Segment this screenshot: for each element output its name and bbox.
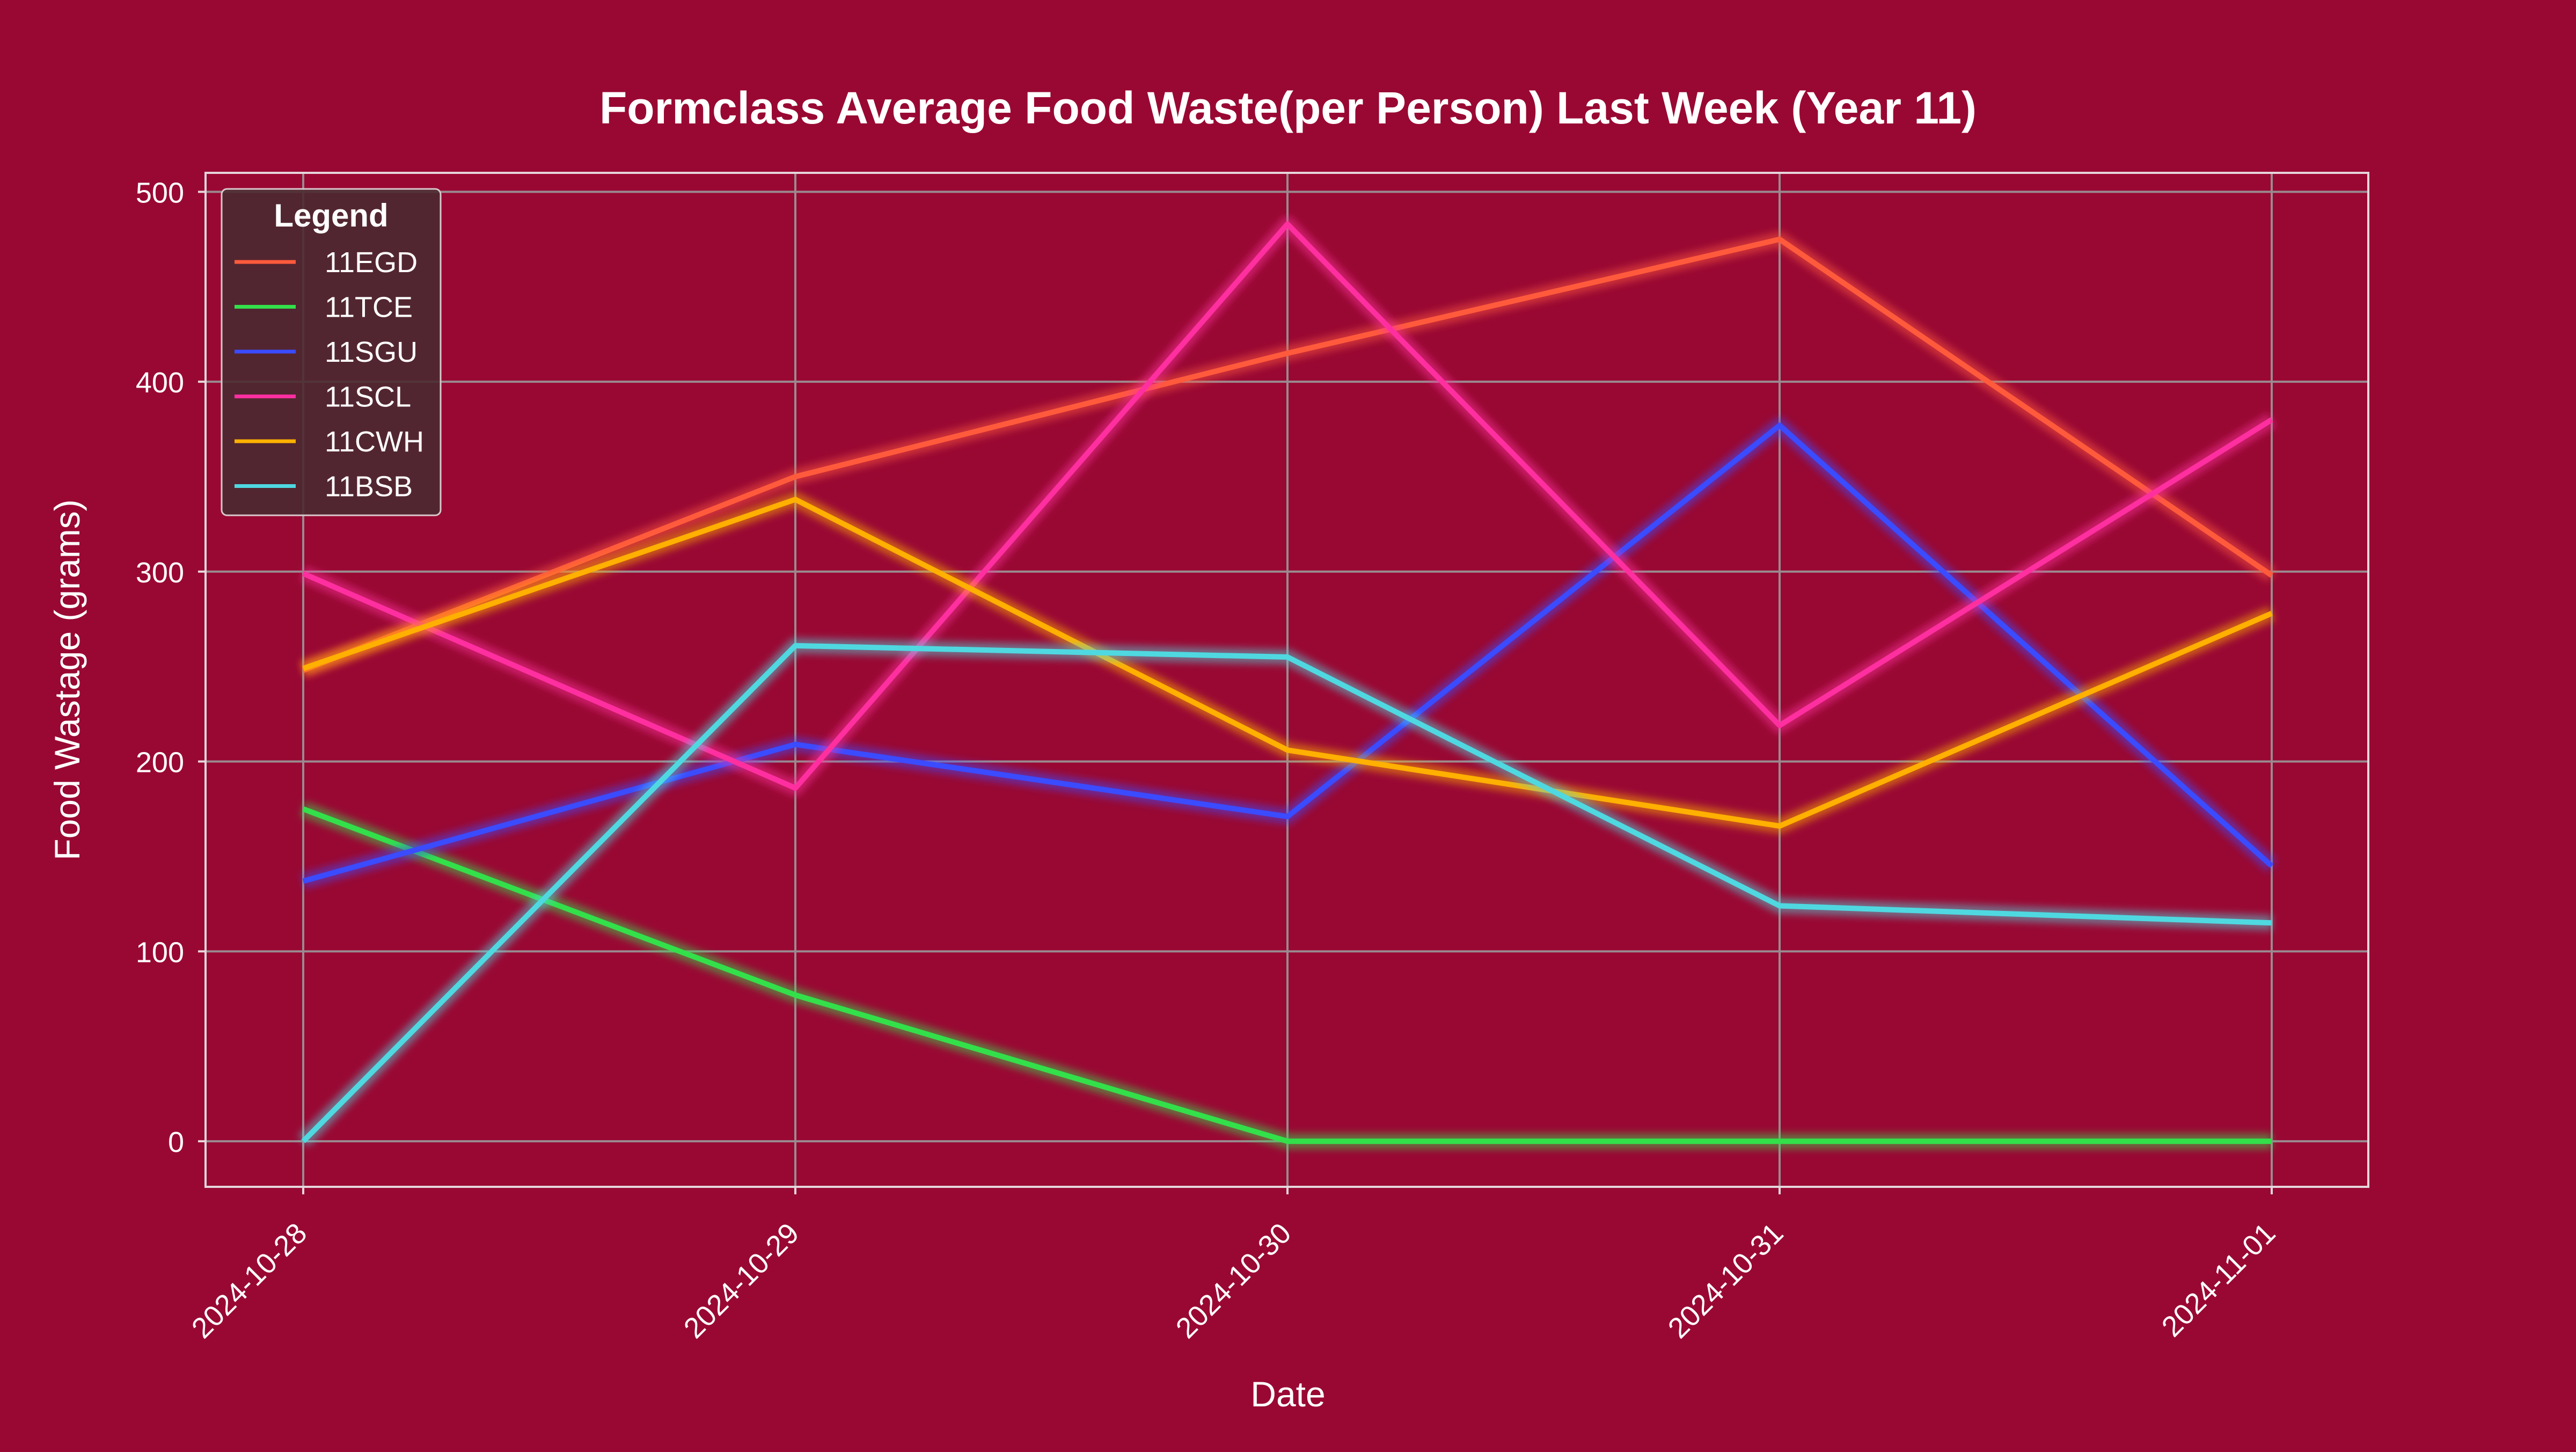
series-11tce [301, 801, 2272, 1149]
legend-label: 11BSB [325, 471, 413, 503]
legend-title: Legend [274, 198, 388, 234]
y-axis-label: Food Wastage (grams) [47, 499, 87, 860]
legend-item: 11SCL [235, 381, 411, 413]
y-tick-label: 0 [168, 1126, 184, 1158]
series-line [302, 422, 2274, 884]
y-tick-label: 100 [136, 936, 184, 968]
plot-frame [204, 172, 2369, 1188]
series-11scl [300, 216, 2276, 796]
x-tick-label: 2024-11-01 [2156, 1217, 2282, 1343]
x-tick-label: 2024-10-31 [1662, 1217, 1790, 1345]
series-line [302, 497, 2273, 829]
series-11egd [300, 231, 2276, 677]
legend-box [221, 188, 442, 516]
y-tick-label: 200 [136, 747, 184, 779]
legend-item: 11CWH [235, 426, 424, 458]
y-tick-label: 400 [136, 367, 184, 399]
series-line [302, 221, 2273, 791]
y-tick-label: 500 [136, 177, 184, 209]
series-11bsb [298, 638, 2272, 1147]
series-11sgu [301, 418, 2277, 888]
series-line [301, 643, 2272, 1143]
series-11cwh [301, 492, 2275, 834]
legend-label: 11SCL [325, 381, 411, 413]
x-tick-label: 2024-10-29 [678, 1217, 806, 1345]
legend-items: 11EGD 11TCE 11SGU 11SCL 11CWH 11BSB [235, 246, 424, 503]
legend-item: 11SGU [235, 336, 418, 368]
chart-title: Formclass Average Food Waste(per Person)… [599, 83, 1977, 133]
y-tick-label: 300 [136, 557, 184, 589]
series-line [302, 236, 2273, 673]
x-tick-label: 2024-10-28 [186, 1217, 313, 1345]
x-axis-label: Date [1250, 1374, 1325, 1414]
legend-item: 11EGD [235, 246, 418, 279]
series-lines [298, 216, 2277, 1149]
legend-item: 11TCE [235, 291, 413, 324]
legend-label: 11SGU [325, 336, 418, 368]
y-axis-ticks: 0 100 200 300 400 500 [136, 177, 206, 1158]
series-line [302, 806, 2272, 1144]
x-axis-ticks: 2024-10-28 2024-10-29 2024-10-30 2024-10-31… [186, 1187, 2282, 1345]
x-tick-label: 2024-10-30 [1170, 1217, 1298, 1345]
legend: Legend 11EGD 11TCE 11SGU 11SCL 11CWH 11BSB [221, 188, 442, 516]
legend-label: 11TCE [325, 291, 413, 324]
legend-label: 11EGD [325, 246, 418, 279]
legend-item: 11BSB [235, 471, 413, 503]
legend-label: 11CWH [325, 426, 424, 458]
